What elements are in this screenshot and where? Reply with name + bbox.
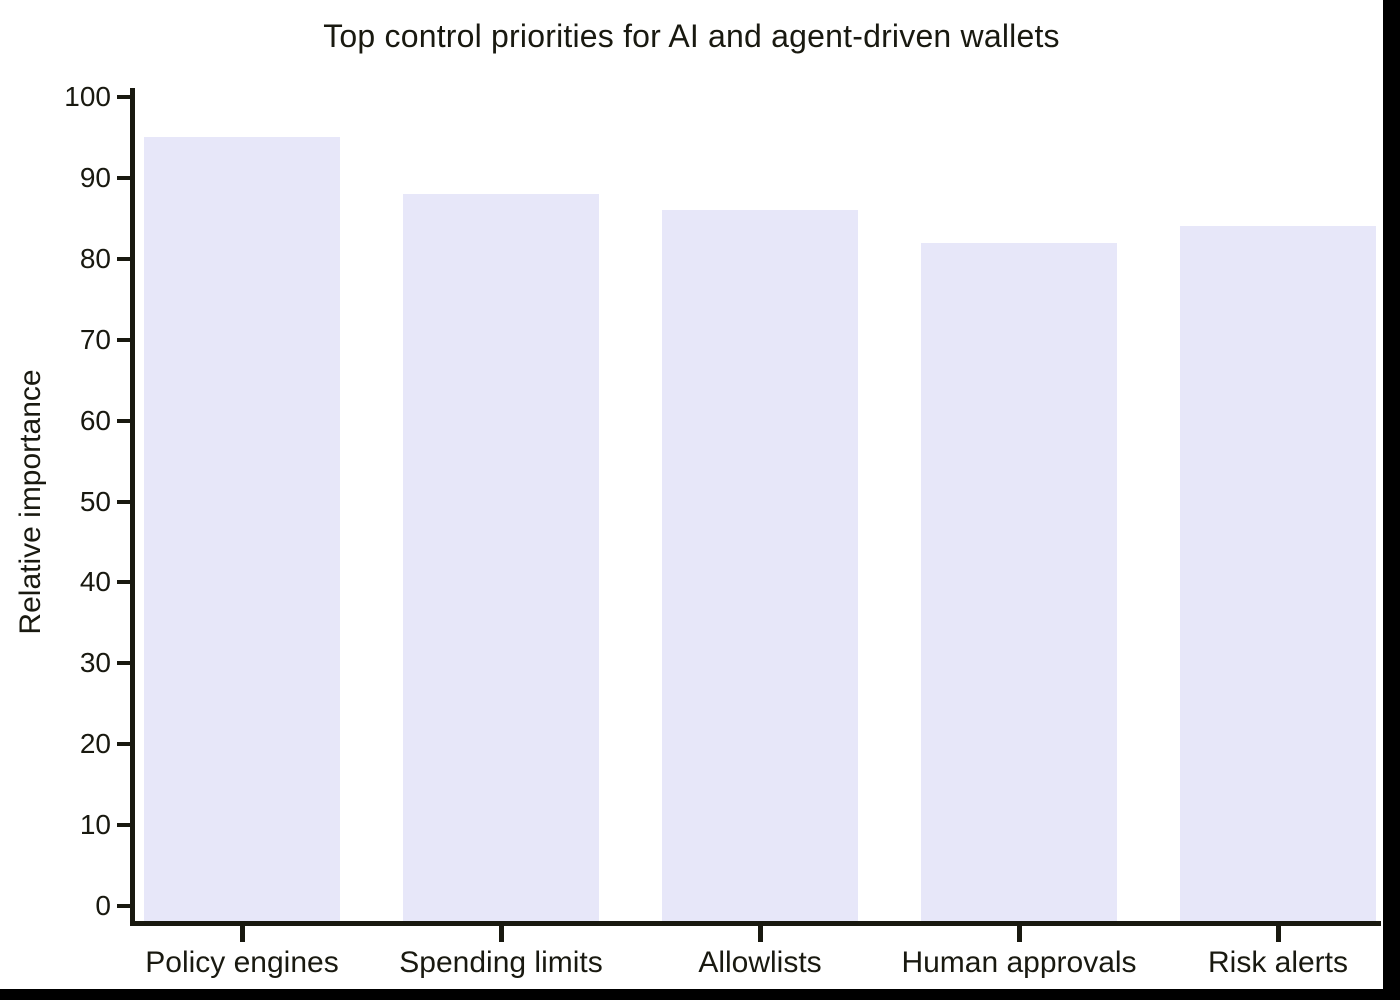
x-tick-label: Allowlists <box>698 946 822 979</box>
y-tick-label: 0 <box>95 890 111 921</box>
y-tick-label: 100 <box>64 81 111 112</box>
y-tick-label: 60 <box>79 404 111 436</box>
y-tick-mark <box>117 742 130 747</box>
x-tick-label: Policy engines <box>145 946 339 979</box>
y-tick-mark <box>117 499 130 504</box>
y-tick-label: 30 <box>79 647 111 679</box>
y-tick-label: 50 <box>79 485 111 517</box>
y-tick-mark <box>117 175 130 180</box>
y-tick-label: 40 <box>79 566 111 598</box>
y-tick-mark <box>117 580 130 585</box>
y-tick-label: 70 <box>79 323 111 355</box>
y-tick-label: 90 <box>79 161 111 193</box>
x-axis-spine <box>130 921 1381 926</box>
y-tick-label: 20 <box>79 728 111 760</box>
y-tick-mark <box>117 661 130 666</box>
x-tick-mark <box>499 926 504 942</box>
bar-risk-alerts <box>1180 226 1376 921</box>
y-tick-mark <box>117 95 130 99</box>
bar-spending-limits <box>403 194 599 921</box>
x-tick-label: Spending limits <box>399 946 603 979</box>
x-tick-mark <box>240 926 245 942</box>
y-tick-mark <box>117 337 130 342</box>
y-tick-mark <box>117 904 130 908</box>
y-tick-label: 80 <box>79 242 111 274</box>
y-axis-spine <box>130 88 135 926</box>
chart-title: Top control priorities for AI and agent-… <box>323 18 1060 54</box>
x-tick-label: Risk alerts <box>1207 946 1349 979</box>
y-tick-label: 10 <box>79 809 111 841</box>
x-tick-label: Human approvals <box>901 946 1137 979</box>
bar-policy-engines <box>144 137 340 921</box>
bar-human-approvals <box>921 242 1117 921</box>
window-edge-right <box>1383 0 1400 1000</box>
y-tick-mark <box>117 418 130 423</box>
x-tick-mark <box>1276 926 1281 942</box>
window-edge-bottom <box>0 989 1400 1000</box>
bar-allowlists <box>662 210 858 921</box>
y-tick-mark <box>117 823 130 828</box>
x-tick-mark <box>758 926 763 942</box>
y-tick-mark <box>117 256 130 261</box>
x-tick-mark <box>1017 926 1022 942</box>
